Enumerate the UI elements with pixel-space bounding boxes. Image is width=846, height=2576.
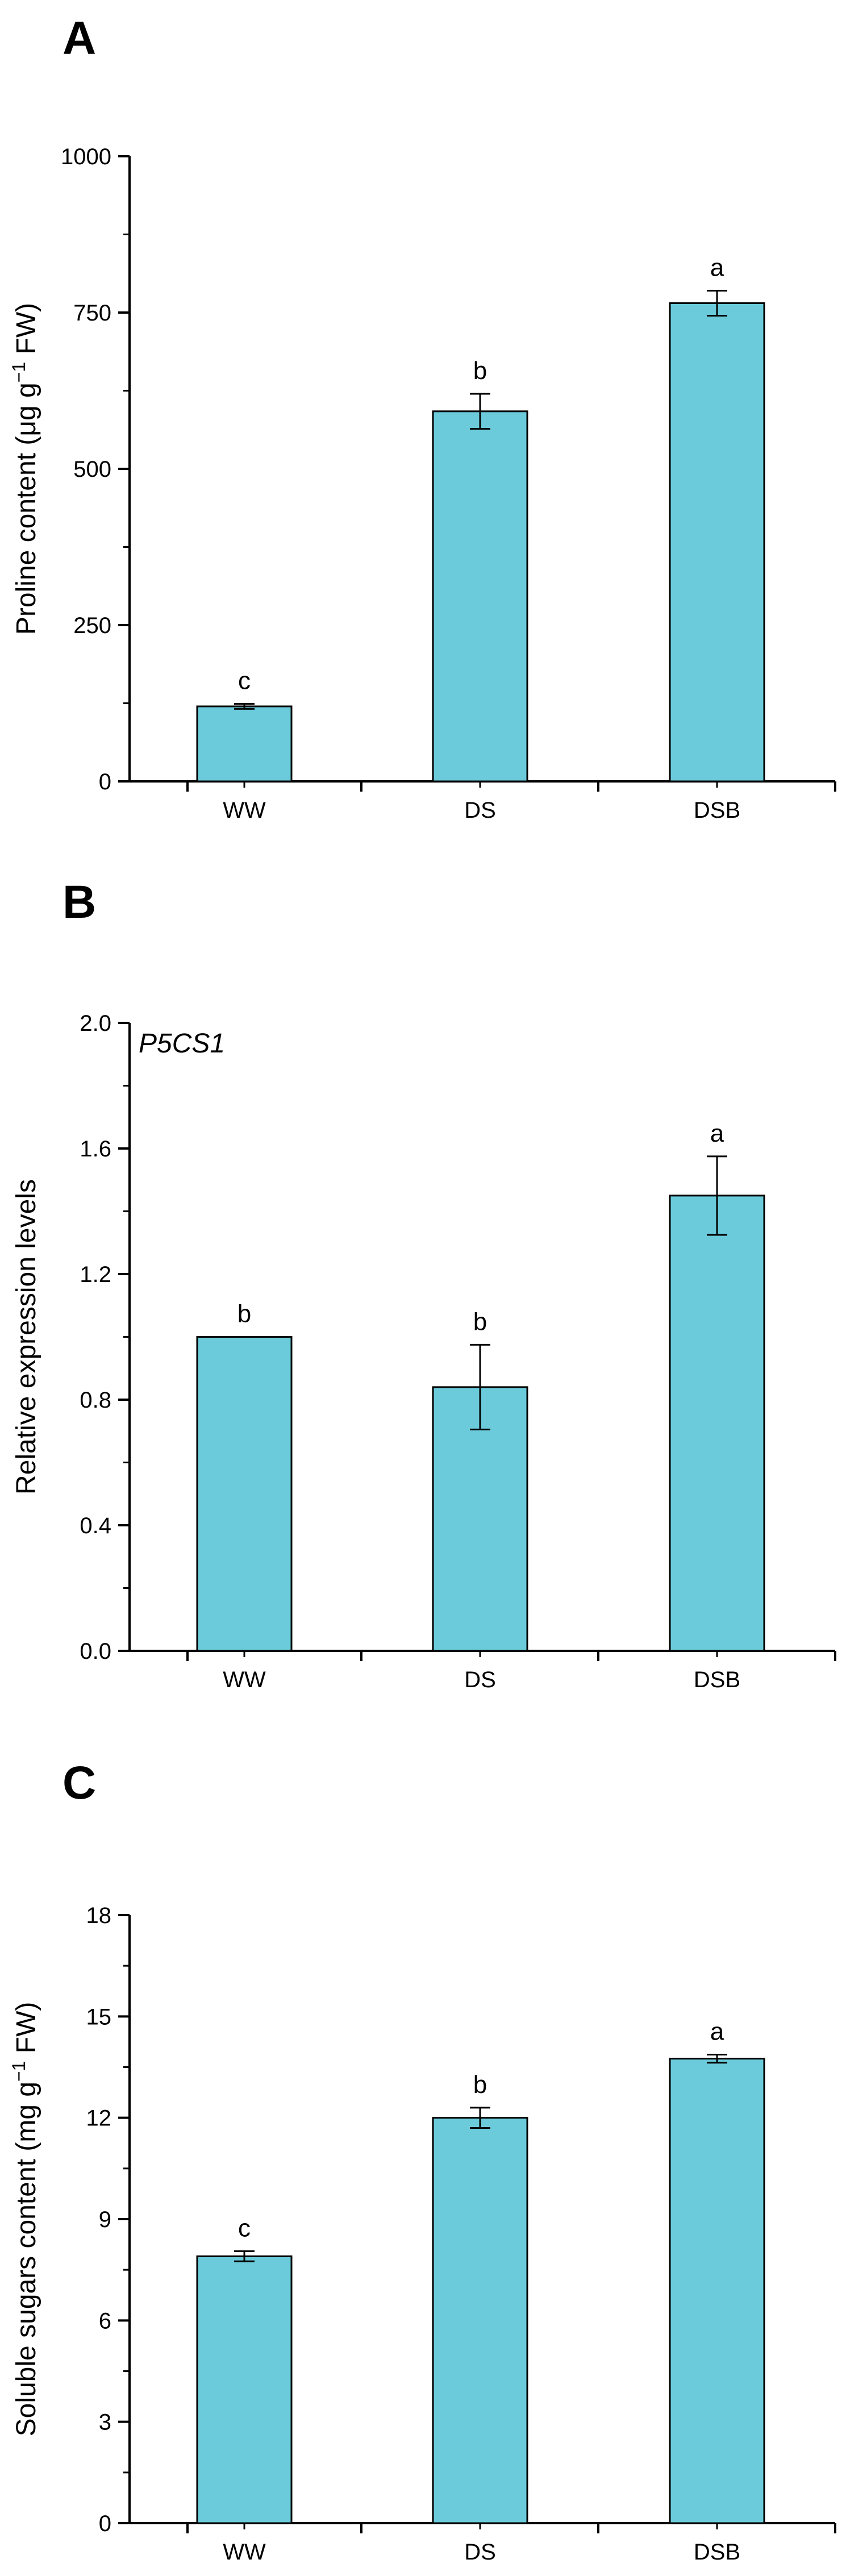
y-tick-label: 500	[73, 457, 111, 482]
panel-letter: B	[62, 876, 96, 928]
x-tick-label: DS	[464, 2540, 496, 2565]
y-tick-label: 3	[99, 2410, 111, 2435]
x-tick-label: WW	[223, 2540, 266, 2565]
significance-letter: a	[710, 2018, 724, 2046]
chart-panel-c: C 0 3 6 9 12 15 18 Soluble sugars content (mg g−…	[9, 1757, 836, 2565]
bar-dsb	[669, 1195, 765, 1652]
significance-letter: a	[710, 254, 724, 282]
y-tick-label: 0	[99, 769, 111, 794]
bar-dsb	[669, 2058, 765, 2524]
panel-letter: A	[62, 13, 96, 64]
y-tick-label: 0.8	[80, 1388, 111, 1413]
significance-letter: c	[238, 2214, 251, 2242]
y-tick-label: 1000	[61, 144, 111, 169]
y-tick-label: 0.4	[80, 1513, 111, 1538]
y-axis-label: Proline content (μg g−1 FW)	[9, 303, 41, 635]
y-axis-label: Soluble sugars content (mg g−1 FW)	[9, 2002, 41, 2437]
y-axis-label: Relative expression levels	[11, 1179, 41, 1495]
gene-annotation: P5CS1	[139, 1029, 225, 1059]
bar-dsb	[669, 302, 765, 783]
x-tick-label: WW	[223, 798, 266, 823]
significance-letter: a	[710, 1120, 724, 1147]
y-tick-label: 1.2	[80, 1262, 111, 1287]
y-tick-label: 15	[86, 2004, 112, 2029]
significance-letter: b	[473, 357, 487, 385]
x-tick-label: DSB	[694, 2540, 740, 2565]
bar-ds	[432, 410, 528, 783]
y-tick-label: 2.0	[80, 1011, 111, 1036]
significance-letter: b	[237, 1300, 251, 1328]
chart-panel-a: A 0 250 500 750 1000 Proline content (μg g−1 F…	[9, 13, 836, 823]
bar-ds	[432, 2117, 528, 2524]
x-tick-label: DS	[464, 798, 496, 823]
x-tick-label: DS	[464, 1667, 496, 1692]
bar-ds	[432, 1386, 528, 1652]
y-tick-label: 0	[99, 2511, 111, 2536]
significance-letter: b	[473, 1308, 487, 1335]
y-tick-label: 750	[73, 301, 111, 326]
bar-ww	[196, 705, 293, 783]
significance-letter: c	[238, 667, 251, 695]
y-tick-label: 250	[73, 613, 111, 638]
y-tick-label: 0.0	[80, 1639, 111, 1664]
y-tick-label: 6	[99, 2308, 111, 2333]
x-tick-label: WW	[223, 1667, 266, 1692]
x-tick-label: DSB	[694, 798, 740, 823]
bar-ww	[196, 1336, 293, 1652]
y-tick-label: 9	[99, 2207, 111, 2232]
y-tick-label: 1.6	[80, 1137, 111, 1162]
bar-ww	[196, 2255, 293, 2524]
significance-letter: b	[473, 2071, 487, 2099]
y-tick-label: 18	[86, 1903, 112, 1928]
y-tick-label: 12	[86, 2106, 112, 2131]
chart-panel-b: B 0.0 0.4 0.8 1.2 1.6 2.0 Relative expression l…	[11, 876, 836, 1692]
x-tick-label: DSB	[694, 1667, 740, 1692]
panel-letter: C	[62, 1757, 96, 1809]
